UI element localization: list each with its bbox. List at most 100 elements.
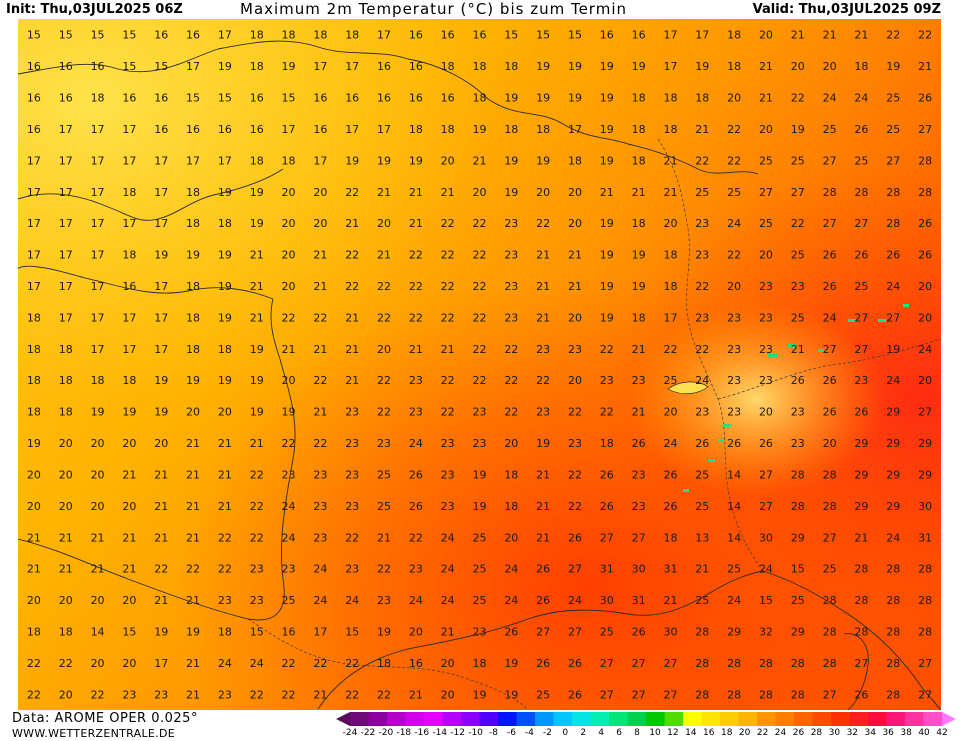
temperature-value: 19: [250, 406, 264, 419]
colorbar-segment: [368, 712, 388, 726]
temperature-value: 17: [122, 217, 136, 230]
temperature-value: 21: [186, 500, 200, 513]
temperature-value: 14: [727, 500, 741, 513]
temperature-value: 27: [568, 563, 582, 576]
temperature-value: 21: [59, 563, 73, 576]
temperature-value: 19: [632, 60, 646, 73]
temperature-value: 21: [186, 531, 200, 544]
temperature-value: 20: [27, 500, 41, 513]
temperature-value: 19: [536, 60, 550, 73]
temperature-value: 21: [345, 374, 359, 387]
temperature-value: 15: [504, 29, 518, 42]
temperature-value: 17: [91, 311, 105, 324]
temperature-value: 14: [727, 531, 741, 544]
temperature-map[interactable]: 15 15 15 15 16 16 17 18 18 18 18 17 16 16 16 15 15 15 16 16…: [18, 19, 941, 710]
temperature-value: 23: [759, 343, 773, 356]
temperature-value: 20: [759, 29, 773, 42]
temperature-value: 22: [313, 657, 327, 670]
temperature-value: 22: [377, 688, 391, 701]
temperature-value: 16: [59, 60, 73, 73]
temperature-value: 27: [823, 531, 837, 544]
website-label: WWW.WETTERZENTRALE.DE: [12, 727, 175, 740]
temperature-value: 17: [91, 217, 105, 230]
colorbar-tick-label: -14: [432, 728, 448, 738]
colorbar-segment: [609, 712, 628, 726]
temperature-value: 26: [823, 406, 837, 419]
temperature-value: 21: [250, 249, 264, 262]
temperature-value: 20: [91, 594, 105, 607]
colorbar-tick-label: -22: [360, 728, 376, 738]
temperature-value: 18: [59, 406, 73, 419]
temperature-value: 24: [282, 531, 296, 544]
temperature-value: 23: [218, 594, 232, 607]
temperature-value: 19: [695, 60, 709, 73]
temperature-value: 25: [854, 280, 868, 293]
temperature-value: 16: [154, 123, 168, 136]
temperature-value: 23: [218, 688, 232, 701]
temperature-value: 21: [600, 186, 614, 199]
temperature-value: 16: [409, 92, 423, 105]
temperature-value: 26: [854, 249, 868, 262]
temperature-value: 18: [727, 29, 741, 42]
temperature-value: 17: [154, 657, 168, 670]
temperature-value: 27: [918, 657, 932, 670]
temperature-value: 22: [568, 500, 582, 513]
temperature-value: 25: [791, 594, 805, 607]
temperature-value: 22: [250, 688, 264, 701]
temperature-value: 28: [791, 657, 805, 670]
temperature-value: 21: [91, 563, 105, 576]
temperature-value: 27: [600, 531, 614, 544]
temperature-value: 19: [568, 92, 582, 105]
colorbar-segment: [701, 712, 721, 726]
temperature-value: 25: [791, 311, 805, 324]
temperature-value: 19: [504, 186, 518, 199]
temperature-value: 21: [377, 186, 391, 199]
temperature-value: 22: [345, 688, 359, 701]
temperature-value: 23: [759, 374, 773, 387]
temperature-value: 22: [600, 406, 614, 419]
temperature-value: 26: [600, 468, 614, 481]
temperature-value: 23: [727, 374, 741, 387]
temperature-value: 26: [504, 625, 518, 638]
temperature-value: 22: [409, 531, 423, 544]
temperature-value: 17: [91, 280, 105, 293]
temperature-value: 28: [823, 657, 837, 670]
temperature-value: 20: [791, 60, 805, 73]
temperature-value: 16: [59, 92, 73, 105]
temperature-value: 16: [409, 29, 423, 42]
temperature-value: 17: [695, 29, 709, 42]
temperature-value: 22: [441, 311, 455, 324]
temperature-value: 16: [250, 92, 264, 105]
temperature-value: 26: [536, 594, 550, 607]
temperature-value: 27: [854, 311, 868, 324]
temperature-value: 17: [154, 186, 168, 199]
temperature-value: 28: [727, 688, 741, 701]
temperature-value: 20: [91, 657, 105, 670]
temperature-value: 16: [441, 29, 455, 42]
temperature-value: 16: [186, 29, 200, 42]
temperature-value: 18: [122, 374, 136, 387]
temperature-value: 20: [441, 688, 455, 701]
colorbar-segment: [516, 712, 536, 726]
temperature-value: 24: [823, 311, 837, 324]
temperature-value: 16: [409, 657, 423, 670]
colorbar-segment: [831, 712, 850, 726]
temperature-value: 19: [504, 92, 518, 105]
temperature-value: 18: [504, 500, 518, 513]
temperature-value: 24: [441, 563, 455, 576]
temperature-value: 22: [377, 311, 391, 324]
temperature-value: 18: [632, 311, 646, 324]
temperature-value: 28: [886, 688, 900, 701]
temperature-value: 20: [663, 217, 677, 230]
temperature-value: 24: [918, 343, 932, 356]
temperature-value: 28: [886, 563, 900, 576]
temperature-value: 21: [854, 29, 868, 42]
temperature-value: 18: [663, 249, 677, 262]
temperature-value: 19: [473, 468, 487, 481]
temperature-value: 29: [791, 531, 805, 544]
temperature-value: 23: [791, 406, 805, 419]
temperature-value: 17: [186, 154, 200, 167]
temperature-value: 19: [791, 123, 805, 136]
temperature-value: 17: [568, 123, 582, 136]
temperature-value: 17: [154, 217, 168, 230]
